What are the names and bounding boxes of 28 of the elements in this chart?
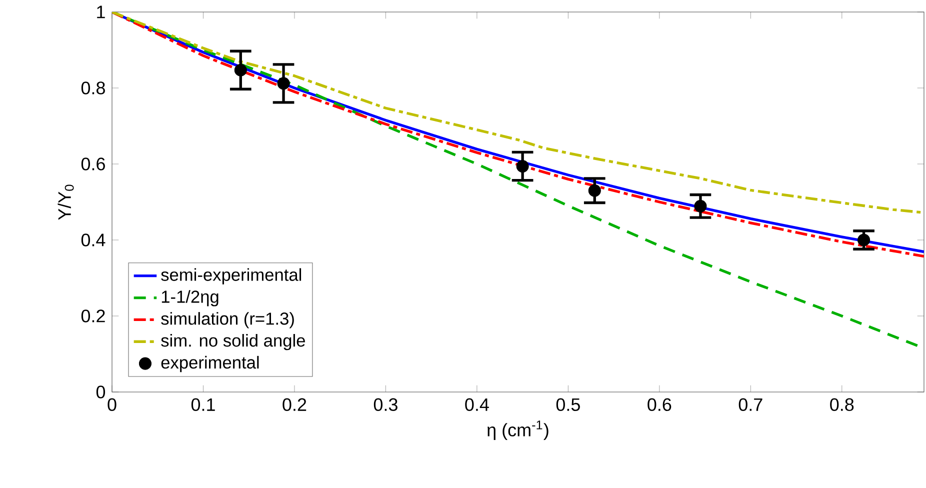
x-tick-label: 0 [108, 398, 116, 411]
point [858, 234, 870, 246]
legend-label: 1-1/2ηg [162, 290, 218, 306]
y-tick-label: 0 [96, 386, 106, 398]
point [516, 160, 529, 173]
x-tick-label: 0.3 [374, 398, 398, 411]
legend-label: simulation (r=1.3) [161, 312, 294, 328]
x-tick-label: 0.5 [556, 398, 580, 411]
x-tick-label: 0.7 [738, 398, 762, 411]
point [588, 184, 601, 197]
y-tick-label: 0.4 [81, 234, 106, 246]
y-tick-label: 0.6 [81, 158, 105, 170]
x-tick-label: 0.8 [830, 398, 854, 411]
x-tick-label: 0.6 [648, 398, 672, 411]
legend-label: semi-experimental [161, 268, 302, 284]
y-tick-label: 0.8 [81, 82, 105, 94]
x-axis-title: η (cm$^{-1}$) [488, 420, 548, 440]
x-tick-label: 0.2 [282, 398, 306, 411]
x-tick-label: 0.1 [191, 398, 215, 411]
y-tick-label: 0.2 [81, 310, 105, 322]
point [234, 64, 247, 76]
point [694, 200, 707, 212]
y-tick-label: 1 [97, 6, 105, 18]
point [277, 77, 290, 90]
legend-label: experimental [161, 356, 259, 372]
legend-label: sim. no solid angle [161, 334, 305, 350]
x-tick-label: 0.4 [465, 398, 489, 411]
y-axis-title: Y/Y$_{0}$ [58, 184, 74, 220]
